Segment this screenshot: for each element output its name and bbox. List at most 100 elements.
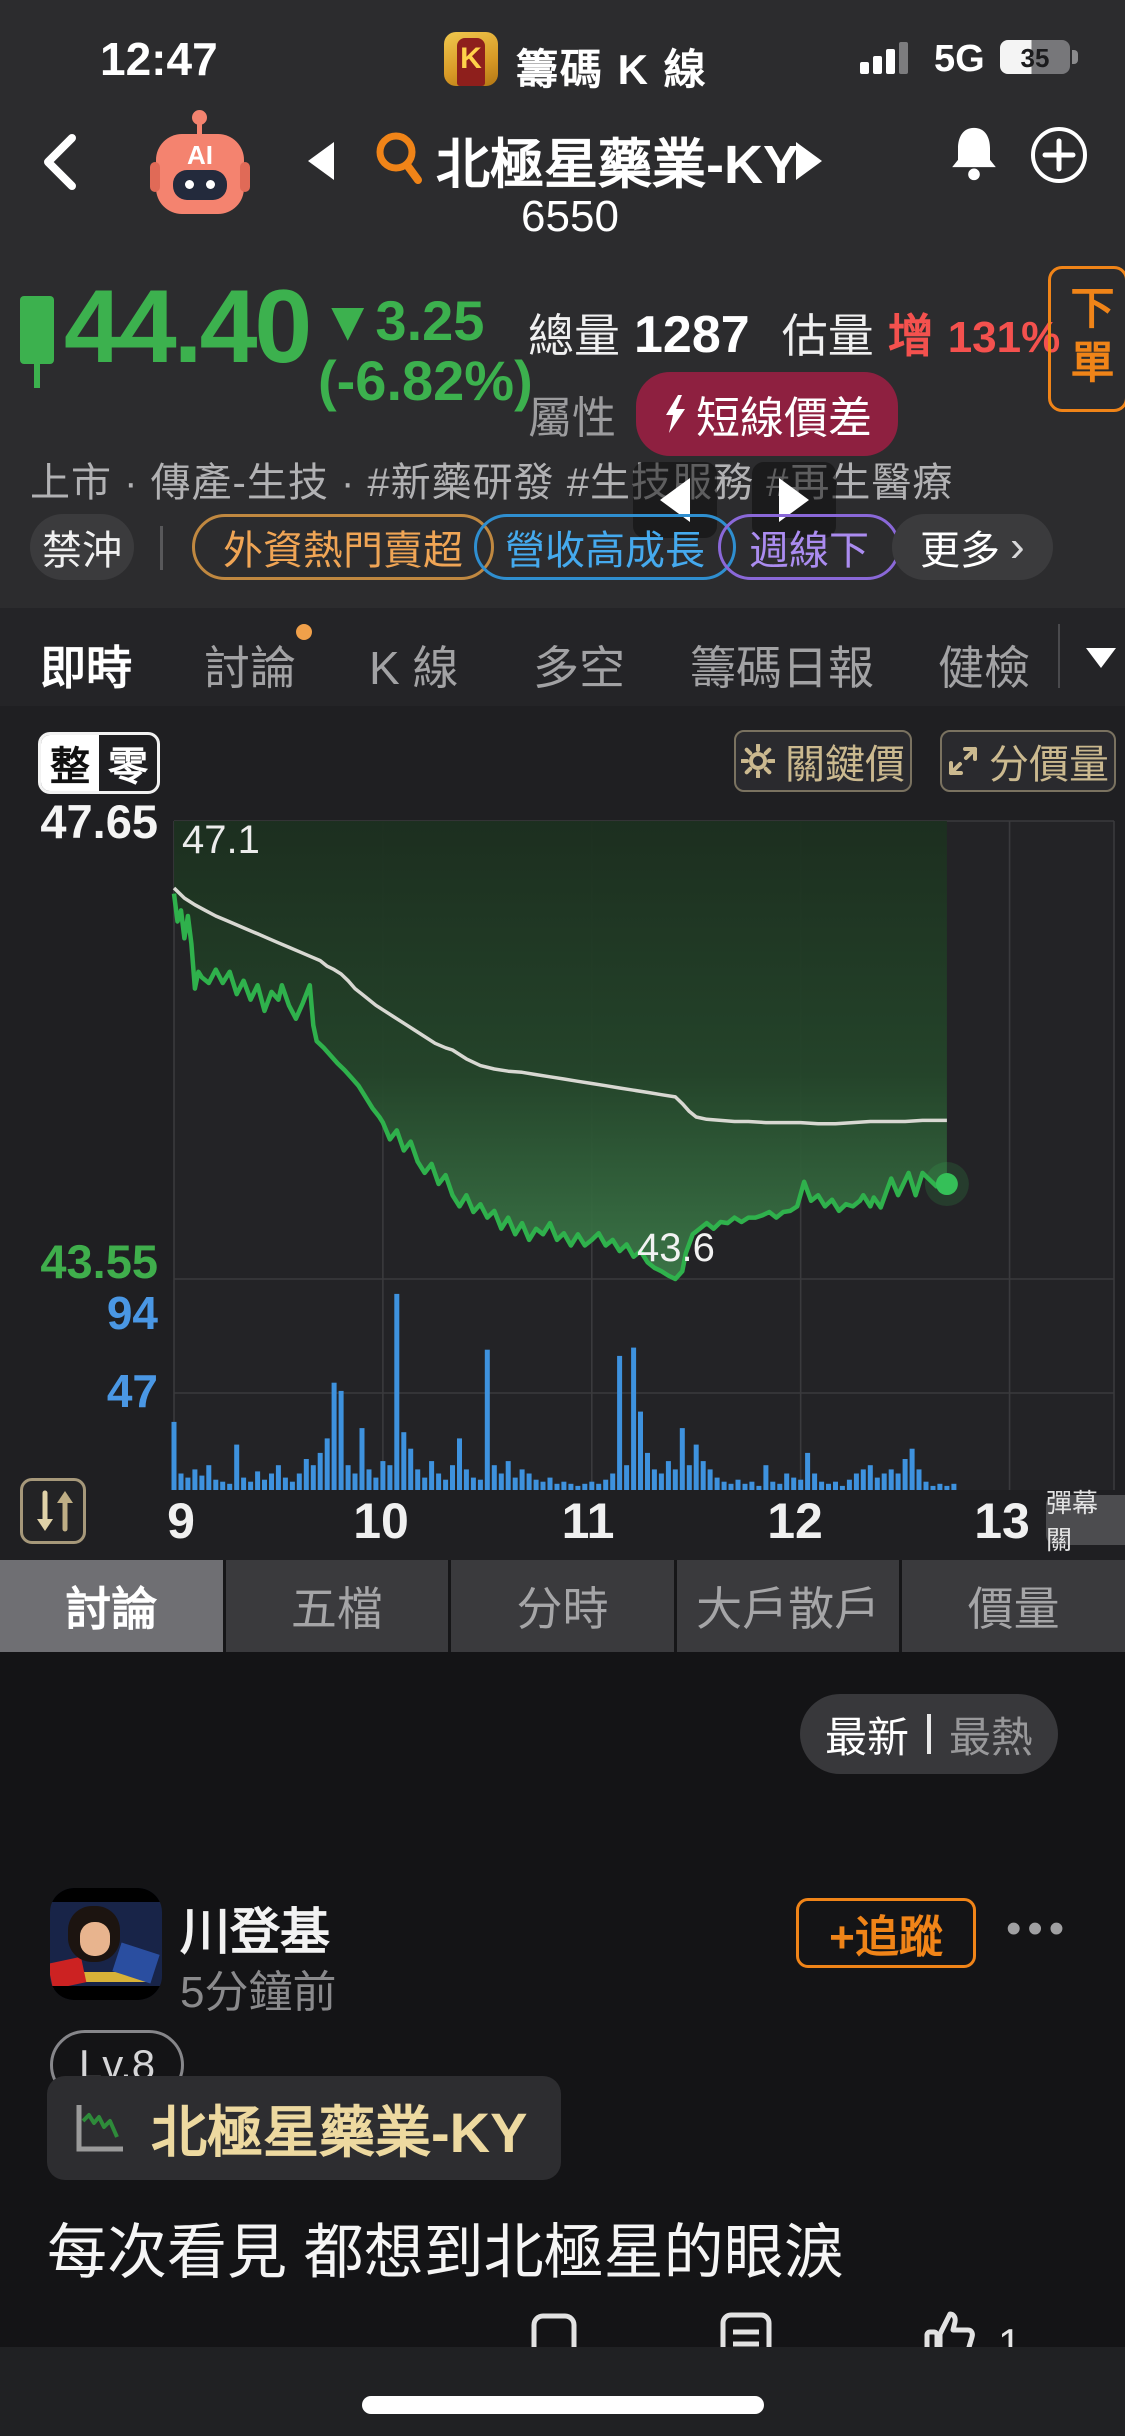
battery-level: 35 xyxy=(1020,43,1050,73)
app-logo-icon: K xyxy=(444,32,498,86)
candle-wick xyxy=(34,364,40,388)
x-label-10: 10 xyxy=(353,1493,409,1549)
sort-toggle[interactable]: 最新 最熱 xyxy=(800,1694,1058,1774)
follow-button[interactable]: +追蹤 xyxy=(796,1898,976,1968)
tab-realtime[interactable]: 即時 xyxy=(40,642,132,694)
pane-sort-button[interactable] xyxy=(20,1478,86,1544)
price-chart[interactable] xyxy=(0,706,1125,1560)
volume-label-94: 94 xyxy=(106,1287,158,1339)
comment-more-button[interactable]: ••• xyxy=(1006,1904,1071,1953)
danmaku-toggle[interactable]: 彈幕 關 xyxy=(1046,1488,1125,1555)
battery-nub xyxy=(1072,50,1078,64)
signal-icon xyxy=(860,40,922,74)
bell-icon[interactable] xyxy=(944,122,1004,191)
status-time: 12:47 xyxy=(100,33,218,85)
estimate-label: 估量 xyxy=(781,310,874,362)
expand-arrows-icon xyxy=(949,747,977,775)
status-app-name: 籌碼 K 線 xyxy=(516,46,708,93)
low-point-annotation: 43.6 xyxy=(637,1226,715,1270)
price-change-percent: (-6.82%) xyxy=(318,349,533,412)
sort-newest[interactable]: 最新 xyxy=(824,1713,909,1761)
subtab-price-volume[interactable]: 價量 xyxy=(902,1560,1125,1652)
stock-tag-chip[interactable]: 北極星藥業-KY xyxy=(47,2076,562,2180)
open-price-annotation: 47.1 xyxy=(182,818,260,862)
subtab-big-small[interactable]: 大戶散戶 xyxy=(676,1560,900,1652)
tab-longshort[interactable]: 多空 xyxy=(533,642,625,694)
flag-foreign-sell[interactable]: 外資熱門賣超 xyxy=(192,514,494,580)
estimate-percent: 131% xyxy=(947,313,1061,362)
next-stock-icon[interactable] xyxy=(796,142,822,180)
bottom-bar xyxy=(0,2347,1125,2436)
comment-text: 每次看見 都想到北極星的眼淚 xyxy=(47,2219,844,2286)
tab-chip-daily[interactable]: 籌碼日報 xyxy=(690,642,874,694)
toggle-odd-lot[interactable]: 零 xyxy=(108,745,148,789)
main-tabbar: 即時 討論 K 線 多空 籌碼日報 健檢 xyxy=(0,608,1125,708)
volume-label-47: 47 xyxy=(106,1365,158,1417)
volume-dist-button[interactable]: 分價量 xyxy=(940,730,1116,792)
avatar[interactable] xyxy=(50,1888,162,2000)
gear-icon xyxy=(741,744,775,778)
sub-tabbar: 討論 五檔 分時 大戶散戶 價量 xyxy=(0,1560,1125,1652)
toggle-whole-lot[interactable]: 整 xyxy=(41,735,99,791)
tab-discussion[interactable]: 討論 xyxy=(204,642,296,694)
notification-dot xyxy=(296,624,312,640)
price-change: ▼3.25 xyxy=(320,289,485,352)
tabbar-divider xyxy=(1058,624,1060,688)
attribute-badge-label: 短線價差 xyxy=(696,394,872,443)
network-label: 5G xyxy=(934,38,985,80)
tab-dropdown-icon[interactable] xyxy=(1086,648,1116,668)
sort-divider xyxy=(927,1714,931,1754)
order-button[interactable]: 下單 xyxy=(1048,266,1125,412)
x-label-13: 13 xyxy=(974,1493,1030,1549)
y-min-label: 43.55 xyxy=(40,1235,158,1288)
comment-section: 最新 最熱 川登基 5分鐘前 +追蹤 ••• Lv.8 北極星藥業-KY 每次看… xyxy=(0,1652,1125,2371)
comment-timestamp: 5分鐘前 xyxy=(180,1968,337,2017)
no-daytrade-badge: 禁沖 xyxy=(30,514,134,580)
subtab-discussion[interactable]: 討論 xyxy=(0,1560,223,1652)
chevron-right-icon: › xyxy=(1010,522,1025,571)
total-volume-value: 1287 xyxy=(634,306,750,364)
total-volume-label: 總量 xyxy=(528,310,620,362)
x-label-11: 11 xyxy=(561,1493,615,1549)
attribute-badge[interactable]: 短線價差 xyxy=(636,372,898,456)
x-label-12: 12 xyxy=(767,1493,823,1549)
attribute-label: 屬性 xyxy=(528,394,616,443)
volume-dist-label: 分價量 xyxy=(989,743,1109,787)
lightning-icon xyxy=(666,395,685,433)
stock-code: 6550 xyxy=(521,192,619,241)
subtab-intraday[interactable]: 分時 xyxy=(451,1560,674,1652)
add-stock-button[interactable] xyxy=(1028,124,1090,191)
back-button[interactable] xyxy=(36,130,84,199)
key-price-button[interactable]: 關鍵價 xyxy=(734,730,912,792)
estimate-tag: 增 xyxy=(887,310,934,362)
attribute-row: 屬性 短線價差 xyxy=(528,372,898,456)
lot-toggle[interactable]: 整 零 xyxy=(38,732,160,794)
pill-divider xyxy=(160,526,163,570)
flag-weekly-down[interactable]: 週線下 xyxy=(718,514,900,580)
current-price: 44.40 xyxy=(64,269,312,385)
y-max-label: 47.65 xyxy=(40,795,158,848)
candle-icon xyxy=(20,296,54,364)
chart-section: 整 零 關鍵價 分價量 xyxy=(0,706,1125,1560)
order-button-label: 下單 xyxy=(1063,285,1113,393)
stock-title[interactable]: 北極星藥業-KY xyxy=(436,135,799,195)
prev-stock-icon[interactable] xyxy=(308,142,334,180)
subtab-five-levels[interactable]: 五檔 xyxy=(225,1560,449,1652)
more-flags-button[interactable]: 更多 › xyxy=(892,514,1053,580)
tab-health[interactable]: 健檢 xyxy=(938,642,1030,694)
flag-revenue-growth[interactable]: 營收高成長 xyxy=(474,514,736,580)
mini-chart-icon xyxy=(76,2105,123,2152)
top-area xyxy=(0,0,1125,608)
volume-row: 總量 1287 估量 增 131% xyxy=(528,300,1060,366)
search-icon[interactable] xyxy=(372,128,428,193)
stock-tag-label: 北極星藥業-KY xyxy=(151,2100,528,2164)
tab-kline[interactable]: K 線 xyxy=(369,642,459,694)
sort-hottest[interactable]: 最熱 xyxy=(949,1713,1034,1761)
key-price-label: 關鍵價 xyxy=(785,743,905,787)
comment-username[interactable]: 川登基 xyxy=(180,1904,330,1960)
battery-icon: 35 xyxy=(1000,40,1070,74)
x-label-9: 9 xyxy=(167,1493,195,1549)
ai-robot-icon[interactable]: AI xyxy=(150,110,250,214)
home-indicator[interactable] xyxy=(362,2396,764,2414)
